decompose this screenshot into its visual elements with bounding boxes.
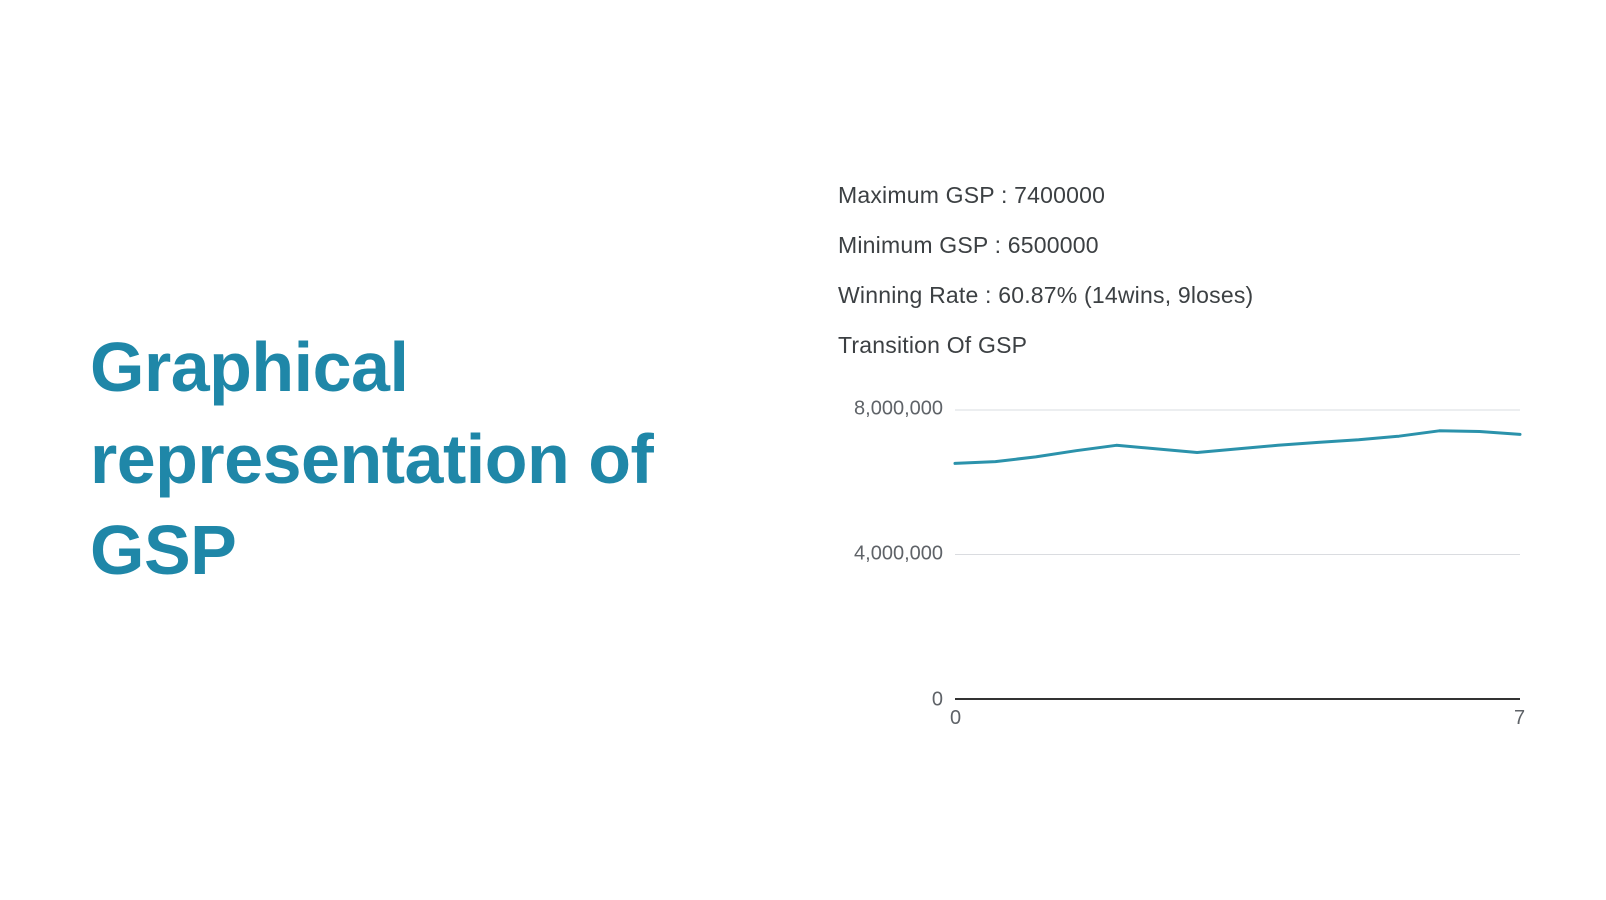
stat-minimum-gsp: Minimum GSP : 6500000 bbox=[838, 232, 1099, 258]
x-axis-tick-label: 7 bbox=[1514, 707, 1526, 729]
chart-title: Transition Of GSP bbox=[838, 332, 1028, 358]
plot-area bbox=[953, 409, 1522, 700]
stat-winning-rate: Winning Rate : 60.87% (14wins, 9loses) bbox=[838, 282, 1254, 308]
y-axis-tick-label: 4,000,000 bbox=[854, 542, 943, 565]
title-section: Graphical representation of GSP bbox=[90, 322, 800, 597]
chart-plot bbox=[953, 409, 1522, 700]
gsp-series-line bbox=[953, 429, 1522, 465]
page-title: Graphical representation of GSP bbox=[90, 328, 654, 590]
y-axis-tick-label: 8,000,000 bbox=[854, 397, 943, 420]
stat-maximum-gsp: Maximum GSP : 7400000 bbox=[838, 182, 1106, 208]
gsp-line-chart: 8,000,000 4,000,000 0 0 7 bbox=[838, 397, 1538, 759]
chart-section: Maximum GSP : 7400000 Minimum GSP : 6500… bbox=[838, 182, 1568, 759]
y-axis-tick-label: 0 bbox=[931, 688, 943, 711]
stats-block: Maximum GSP : 7400000 Minimum GSP : 6500… bbox=[838, 182, 1568, 309]
x-axis-tick-label: 0 bbox=[950, 707, 962, 729]
